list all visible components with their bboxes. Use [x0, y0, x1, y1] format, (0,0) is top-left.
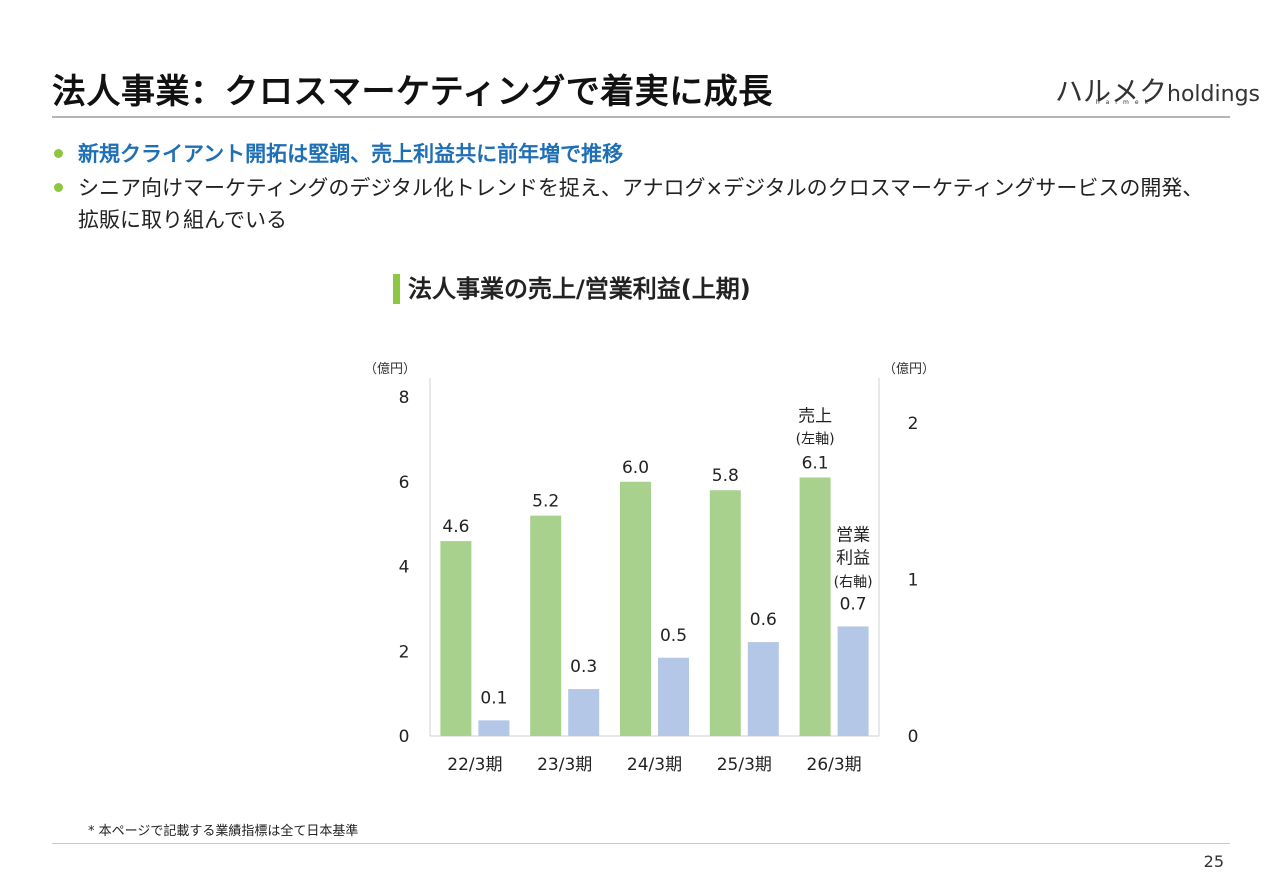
page-number: 25: [1203, 852, 1224, 871]
bullet-list: 新規クライアント開拓は堅調、売上利益共に前年増で推移 シニア向けマーケティングの…: [52, 138, 1212, 236]
bar-operating-profit: [478, 720, 510, 736]
bar-sales: [709, 490, 741, 736]
data-label-sales: 5.8: [712, 466, 739, 486]
data-label-sales: 5.2: [532, 492, 559, 512]
legend-sales-label: (左軸): [796, 432, 835, 448]
data-label-sales: 4.6: [442, 517, 469, 537]
x-axis-category-label: 24/3期: [627, 755, 682, 775]
left-axis-tick-label: 4: [399, 558, 410, 578]
bar-sales: [620, 481, 651, 736]
bullet-dot-icon: [54, 149, 63, 158]
left-axis-tick-label: 8: [399, 388, 410, 408]
left-axis-tick-label: 2: [399, 642, 410, 662]
legend-operating-profit-label: 利益: [836, 548, 870, 568]
x-axis-category-label: 23/3期: [537, 755, 592, 775]
logo-sub: halmek: [1095, 99, 1154, 106]
company-logo: ハルメクholdings: [1055, 70, 1260, 110]
left-axis-tick-label: 0: [399, 727, 410, 747]
bullet-dot-icon: [54, 183, 63, 192]
left-axis-unit: （億円）: [364, 361, 416, 377]
bar-sales: [799, 477, 831, 736]
logo-main: ハルメク: [1055, 75, 1168, 108]
data-label-sales: 6.0: [622, 458, 649, 478]
x-axis-category-label: 25/3期: [717, 755, 772, 775]
legend-sales-label: 売上: [798, 407, 832, 427]
logo-suffix: holdings: [1167, 82, 1260, 107]
x-axis-category-label: 22/3期: [447, 755, 502, 775]
bullet-text: 新規クライアント開拓は堅調、売上利益共に前年増で推移: [78, 142, 624, 166]
bullet-text: シニア向けマーケティングのデジタル化トレンドを捉え、アナログ×デジタルのクロスマ…: [78, 176, 1204, 232]
bar-sales: [440, 541, 472, 736]
footer-divider: [52, 843, 1230, 844]
data-label-operating-profit: 0.1: [480, 688, 507, 708]
footnote: * 本ページで記載する業績指標は全て日本基準: [88, 824, 359, 839]
chart-title: 法人事業の売上/営業利益(上期): [393, 274, 751, 304]
bullet-item: シニア向けマーケティングのデジタル化トレンドを捉え、アナログ×デジタルのクロスマ…: [52, 172, 1212, 236]
legend-operating-profit-label: 営業: [836, 525, 870, 545]
bar-operating-profit: [747, 642, 779, 736]
data-label-operating-profit: 0.5: [660, 626, 687, 646]
bar-operating-profit: [568, 689, 600, 736]
data-label-operating-profit: 0.7: [840, 594, 867, 614]
page-title: 法人事業：クロスマーケティングで着実に成長: [52, 72, 773, 112]
right-axis-unit: （億円）: [883, 361, 935, 377]
bar-operating-profit: [658, 657, 689, 736]
right-axis-tick-label: 1: [908, 571, 919, 591]
left-axis-tick-label: 6: [399, 473, 410, 493]
data-label-operating-profit: 0.6: [750, 610, 777, 630]
legend-operating-profit-label: (右軸): [834, 574, 873, 590]
bar-operating-profit: [837, 626, 869, 736]
bullet-item-lead: 新規クライアント開拓は堅調、売上利益共に前年増で推移: [52, 138, 1212, 170]
right-axis-tick-label: 2: [908, 414, 919, 434]
bar-sales: [530, 515, 562, 736]
right-axis-tick-label: 0: [908, 727, 919, 747]
data-label-operating-profit: 0.3: [570, 657, 597, 677]
title-divider: [52, 116, 1230, 118]
x-axis-category-label: 26/3期: [807, 755, 862, 775]
data-label-sales: 6.1: [802, 454, 829, 474]
